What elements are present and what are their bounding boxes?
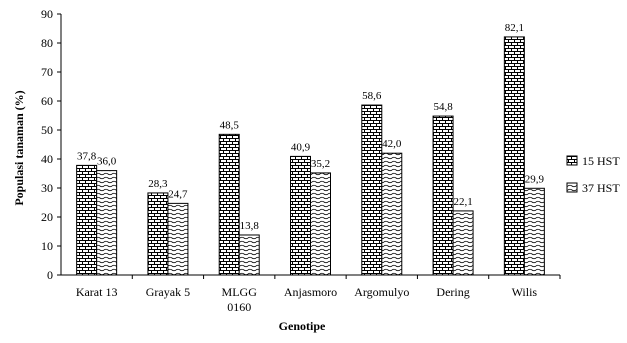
x-tick-label: Argomulyo	[354, 285, 409, 299]
data-label: 54,8	[433, 101, 453, 113]
data-label: 28,3	[148, 178, 168, 190]
bar-37-hst	[238, 234, 260, 276]
data-label: 40,9	[291, 141, 311, 153]
x-tick-label: MLGG	[222, 285, 258, 299]
x-tick-label: Wilis	[512, 285, 538, 299]
legend-label: 15 HST	[582, 154, 620, 168]
axes: 0 10 20 30 40 50 60 70 80 90 Karat 13 Grayak 5 MLGG0…	[41, 7, 561, 314]
y-tick-label: 90	[41, 7, 53, 21]
y-tick-label: 20	[41, 210, 53, 224]
legend-swatch	[566, 182, 578, 193]
bar-15-hst	[503, 36, 525, 276]
data-label: 36,0	[97, 156, 117, 168]
bar-15-hst	[290, 155, 311, 276]
data-label: 82,1	[505, 22, 524, 34]
x-tick-label: Anjasmoro	[284, 285, 337, 299]
data-label: 35,2	[311, 158, 330, 170]
x-tick-label: Dering	[436, 285, 469, 299]
y-tick-label: 60	[41, 94, 53, 108]
legend-swatch	[566, 155, 578, 166]
y-tick-label: 30	[41, 181, 53, 195]
bar-15-hst	[432, 115, 454, 276]
data-label: 48,5	[220, 119, 240, 131]
data-label: 22,1	[453, 196, 472, 208]
data-label: 58,6	[362, 90, 382, 102]
y-tick-label: 70	[41, 65, 53, 79]
bar-37-hst	[523, 187, 545, 276]
bar-37-hst	[310, 172, 331, 276]
x-axis-title: Genotipe	[279, 319, 326, 333]
bar-37-hst	[96, 170, 118, 276]
y-axis-title: Populasi tanaman (%)	[12, 90, 26, 205]
data-label: 13,8	[240, 220, 260, 232]
x-tick-label: 0160	[227, 300, 251, 314]
data-labels: 37,8 36,0 28,324,7 48,5 13,8 40,935,2 58,6 42,0…	[77, 22, 544, 232]
bar-15-hst	[361, 104, 383, 276]
y-tick-label: 80	[41, 36, 53, 50]
data-label: 24,7	[168, 188, 188, 200]
bar-15-hst	[218, 133, 240, 276]
bars	[76, 36, 545, 276]
bar-15-hst	[147, 192, 169, 276]
x-tick-label: Karat 13	[76, 285, 118, 299]
y-tick-label: 40	[41, 152, 53, 166]
data-label: 37,8	[77, 150, 97, 162]
legend-label: 37 HST	[582, 181, 620, 195]
data-label: 42,0	[382, 138, 402, 150]
legend: 15 HST 37 HST	[566, 154, 620, 195]
bar-37-hst	[167, 202, 189, 276]
data-label: 29,9	[525, 173, 545, 185]
y-tick-label: 0	[47, 268, 53, 282]
bar-15-hst	[76, 164, 98, 276]
y-tick-label: 50	[41, 123, 53, 137]
bar-37-hst	[452, 210, 474, 276]
y-tick-label: 10	[41, 239, 53, 253]
bar-37-hst	[381, 152, 403, 276]
x-tick-label: Grayak 5	[146, 285, 190, 299]
